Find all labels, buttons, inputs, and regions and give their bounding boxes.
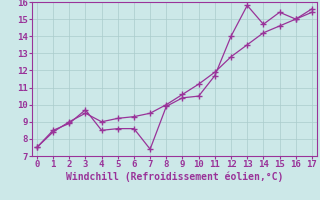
X-axis label: Windchill (Refroidissement éolien,°C): Windchill (Refroidissement éolien,°C): [66, 172, 283, 182]
